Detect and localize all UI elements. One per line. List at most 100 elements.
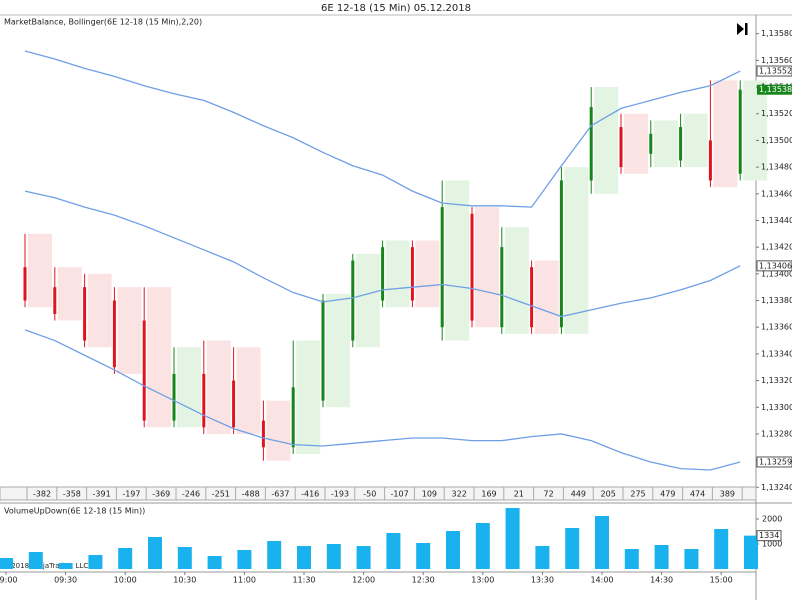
footprint-range xyxy=(87,273,112,348)
volume-bar xyxy=(297,546,311,569)
footprint-range xyxy=(236,347,261,434)
volume-bar xyxy=(148,537,162,569)
footprint-range xyxy=(266,400,291,461)
candle-body xyxy=(232,380,236,428)
y-tick-label: 1,13380 xyxy=(761,296,792,305)
volume-bar xyxy=(654,545,669,569)
delta-value: -193 xyxy=(331,490,349,499)
candle-body xyxy=(381,247,385,301)
x-tick-label: 12:00 xyxy=(352,576,375,585)
volume-bar xyxy=(744,535,758,569)
delta-value: -246 xyxy=(182,490,200,499)
delta-value: 169 xyxy=(481,490,496,499)
y-tick-label: 1,13340 xyxy=(761,349,792,358)
y-tick-label: 1,13300 xyxy=(761,403,792,412)
x-tick-label: 11:30 xyxy=(292,576,315,585)
volume-bar xyxy=(505,508,520,569)
candle-body xyxy=(53,287,57,314)
delta-value: -488 xyxy=(242,490,260,499)
x-tick-label: 12:30 xyxy=(412,576,435,585)
y-tick-label: 1,13440 xyxy=(761,216,792,225)
volume-bar xyxy=(446,531,460,569)
x-tick-label: 14:30 xyxy=(650,576,673,585)
footprint-range xyxy=(713,80,738,188)
delta-value: -416 xyxy=(301,490,319,499)
y-tick-label: 1,13360 xyxy=(761,323,792,332)
volume-bar xyxy=(595,516,609,569)
candle-body xyxy=(500,247,504,328)
volume-bar xyxy=(0,558,13,569)
delta-value: -107 xyxy=(391,490,409,499)
footprint-range xyxy=(385,240,410,308)
delta-value: -50 xyxy=(363,490,376,499)
volume-bar xyxy=(356,546,371,569)
x-tick-label: 15:00 xyxy=(710,576,733,585)
volume-bar xyxy=(207,556,222,569)
x-tick-label: 13:00 xyxy=(471,576,494,585)
indicator-label: VolumeUpDown(6E 12-18 (15 Min)) xyxy=(4,507,145,516)
footprint-range xyxy=(355,253,380,348)
y-tick-label: 1,13240 xyxy=(761,483,792,492)
candle-body xyxy=(649,133,653,154)
candle-body xyxy=(291,387,295,448)
footprint-range xyxy=(415,240,440,308)
volume-bar xyxy=(237,550,252,569)
volume-bar xyxy=(177,547,192,569)
x-tick-label: 11:00 xyxy=(233,576,256,585)
volume-bar xyxy=(624,549,639,569)
y-tick-label: 2000 xyxy=(762,515,782,524)
footprint-range xyxy=(475,207,499,328)
volume-bar xyxy=(565,528,580,569)
price-marker xyxy=(757,84,792,95)
indicator-label: MarketBalance, Bollinger(6E 12-18 (15 Mi… xyxy=(4,18,202,27)
y-tick-label: 1,13480 xyxy=(761,163,792,172)
delta-value: 109 xyxy=(422,490,437,499)
volume-marker-label: 1334 xyxy=(759,531,779,540)
volume-bar xyxy=(684,549,699,569)
delta-value: -369 xyxy=(152,490,170,499)
candle-body xyxy=(679,127,683,161)
footprint-range xyxy=(594,87,619,194)
footprint-range xyxy=(683,113,708,168)
delta-value: 322 xyxy=(452,490,467,499)
footprint-range xyxy=(564,167,589,334)
y-tick-label: 1,13580 xyxy=(761,29,792,38)
candle-body xyxy=(23,267,27,301)
y-tick-label: 1000 xyxy=(762,540,782,549)
candle-body xyxy=(559,180,563,328)
candle-body xyxy=(440,207,444,328)
copyright: © 2018 NinjaTrader, LLC xyxy=(2,562,88,570)
footprint-range xyxy=(326,293,350,408)
y-tick-label: 1,13280 xyxy=(761,429,792,438)
candle-body xyxy=(589,107,593,181)
volume-bar xyxy=(118,548,133,569)
delta-value: 479 xyxy=(660,490,675,499)
candle-body xyxy=(470,213,474,321)
x-tick-label: 13:30 xyxy=(531,576,554,585)
price-marker-label: 1,13538 xyxy=(759,85,792,94)
volume-bar xyxy=(714,529,729,569)
footprint-range xyxy=(206,340,231,434)
volume-bar xyxy=(28,552,43,569)
volume-bar xyxy=(326,544,341,569)
footprint-range xyxy=(28,233,52,308)
candle-body xyxy=(708,140,712,181)
delta-value: -197 xyxy=(122,490,140,499)
delta-value: 72 xyxy=(544,490,554,499)
x-tick-label: 14:00 xyxy=(590,576,613,585)
footprint-range xyxy=(445,180,470,341)
y-tick-label: 1,13500 xyxy=(761,136,792,145)
x-tick-label: 10:00 xyxy=(114,576,137,585)
y-tick-label: 1,13400 xyxy=(761,269,792,278)
candle-body xyxy=(410,247,414,301)
bollinger-band xyxy=(24,190,741,318)
candle-body xyxy=(172,373,176,421)
candle-body xyxy=(83,287,87,341)
scroll-end-button[interactable] xyxy=(737,23,748,35)
y-tick-label: 1,13320 xyxy=(761,376,792,385)
footprint-range xyxy=(624,113,648,174)
delta-value: -382 xyxy=(33,490,51,499)
delta-value: 449 xyxy=(571,490,586,499)
volume-bar xyxy=(88,555,103,569)
